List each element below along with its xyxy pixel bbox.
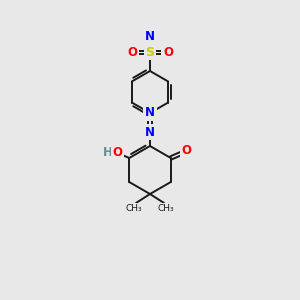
Text: N: N	[145, 31, 155, 44]
Text: CH₃: CH₃	[126, 204, 142, 213]
Text: N: N	[145, 106, 155, 119]
Text: CH₃: CH₃	[158, 204, 174, 213]
Text: O: O	[163, 46, 173, 59]
Text: O: O	[112, 146, 122, 158]
Text: S: S	[146, 46, 154, 59]
Text: N: N	[145, 125, 155, 139]
Text: O: O	[127, 46, 137, 59]
Text: O: O	[182, 145, 192, 158]
Text: H: H	[103, 146, 113, 158]
